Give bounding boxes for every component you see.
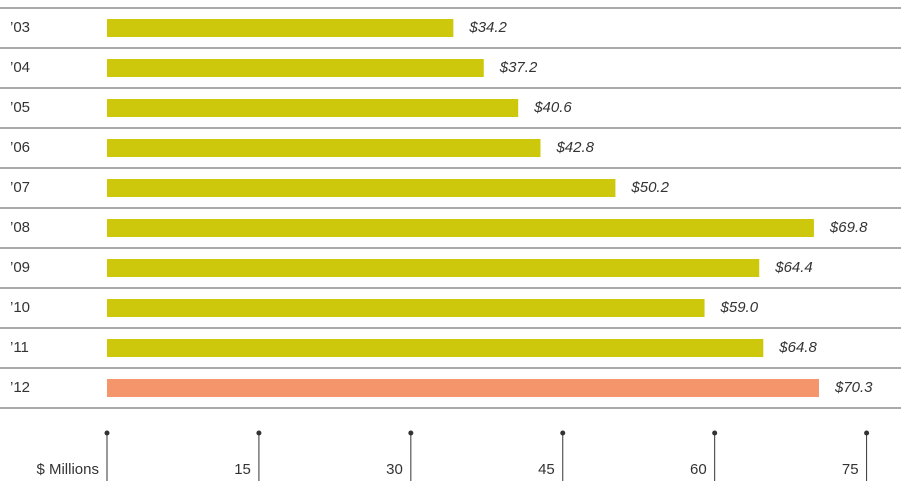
value-label: $64.8 [778, 339, 817, 356]
category-label: ’04 [10, 59, 30, 76]
category-label: ’08 [10, 219, 30, 236]
tick-dot [408, 430, 414, 436]
category-label: ’12 [10, 379, 30, 396]
category-label: ’09 [10, 259, 30, 276]
bar [107, 99, 519, 117]
bar [107, 219, 814, 237]
tick-dot [104, 430, 110, 436]
bar [107, 339, 764, 357]
category-label: ’10 [10, 299, 30, 316]
x-tick-label: 30 [386, 461, 403, 478]
x-tick-label: 45 [538, 461, 555, 478]
value-label: $69.8 [829, 219, 868, 236]
x-tick-label: 15 [234, 461, 251, 478]
tick-dot [712, 430, 718, 436]
category-label: ’07 [10, 179, 30, 196]
x-tick-label: 75 [842, 461, 859, 478]
tick-dot [256, 430, 262, 436]
bar [107, 299, 705, 317]
category-label: ’06 [10, 139, 30, 156]
value-label: $59.0 [720, 299, 759, 316]
value-label: $50.2 [630, 179, 669, 196]
category-label: ’03 [10, 19, 30, 36]
value-label: $42.8 [555, 139, 594, 156]
bar [107, 379, 819, 397]
x-tick-label: 60 [690, 461, 707, 478]
bar [107, 59, 484, 77]
value-label: $40.6 [533, 99, 572, 116]
x-tick-label: $ Millions [36, 461, 99, 478]
tick-dot [560, 430, 566, 436]
value-label: $34.2 [468, 19, 507, 36]
value-label: $37.2 [499, 59, 538, 76]
category-label: ’11 [10, 339, 29, 356]
value-label: $64.4 [774, 259, 813, 276]
bar [107, 139, 541, 157]
bar [107, 259, 760, 277]
bar [107, 179, 616, 197]
tick-dot [864, 430, 870, 436]
value-label: $70.3 [834, 379, 873, 396]
bar [107, 19, 454, 37]
category-label: ’05 [10, 99, 30, 116]
